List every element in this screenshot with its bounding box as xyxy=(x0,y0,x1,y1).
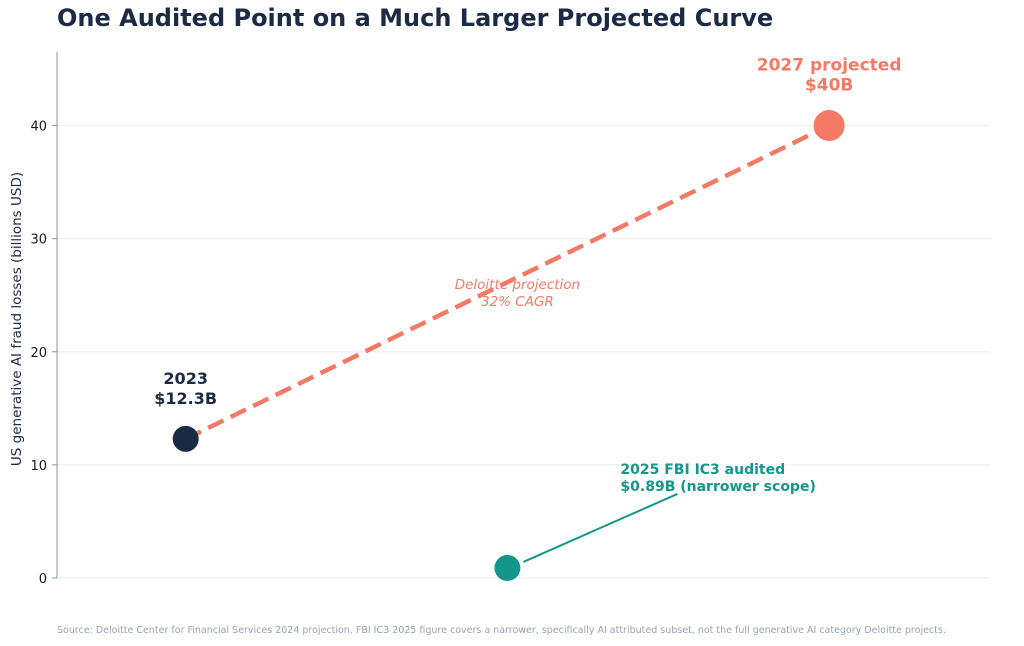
label-2023-year: 2023 xyxy=(163,369,208,388)
label-2025-title: 2025 FBI IC3 audited xyxy=(620,462,785,478)
y-axis-label: US generative AI fraud losses (billions … xyxy=(9,172,25,466)
annotation-leader-line xyxy=(523,493,678,563)
y-tick-label: 40 xyxy=(30,120,47,135)
point-2027 xyxy=(813,110,845,142)
projection-line xyxy=(184,123,831,441)
y-tick-label: 10 xyxy=(30,459,47,474)
y-tick-group: 0 10 20 30 40 xyxy=(30,120,57,587)
label-2025-value: $0.89B (narrower scope) xyxy=(620,479,815,495)
data-points: 2023$12.3B 2025 FBI IC3 audited$0.89B (na… xyxy=(154,56,902,581)
label-2023-value: $12.3B xyxy=(154,389,217,408)
grid-lines xyxy=(57,124,990,579)
source-note: Source: Deloitte Center for Financial Se… xyxy=(57,625,946,636)
projection-label: Deloitte projection xyxy=(455,277,580,293)
point-2023 xyxy=(172,425,199,452)
label-2027-value: $40B xyxy=(805,76,853,96)
y-tick-label: 20 xyxy=(30,346,47,361)
point-2025 xyxy=(494,554,521,581)
y-tick-label: 0 xyxy=(39,572,47,587)
projection-cagr-label: 32% CAGR xyxy=(481,294,554,310)
label-2027-title: 2027 projected xyxy=(757,56,902,76)
chart-title: One Audited Point on a Much Larger Proje… xyxy=(57,4,774,32)
y-tick-label: 30 xyxy=(30,233,47,248)
